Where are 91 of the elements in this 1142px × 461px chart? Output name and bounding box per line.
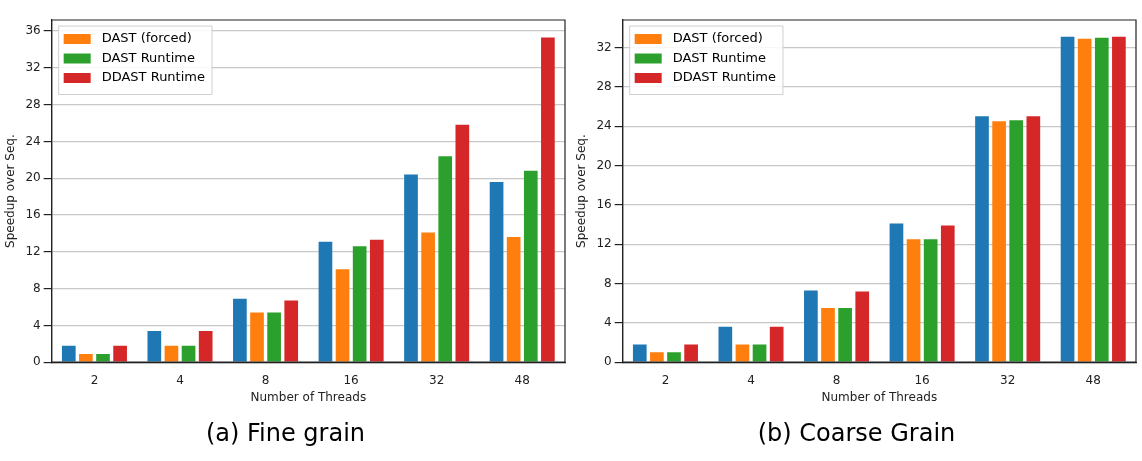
bar bbox=[1112, 36, 1126, 362]
y-tick-label: 16 bbox=[25, 207, 41, 222]
x-tick-label: 48 bbox=[514, 372, 530, 387]
y-tick-label: 4 bbox=[604, 314, 612, 329]
x-tick-label: 32 bbox=[1000, 372, 1016, 387]
bar bbox=[838, 308, 852, 362]
bar bbox=[96, 353, 110, 362]
legend-label: DAST Runtime bbox=[672, 49, 766, 65]
bar bbox=[506, 237, 521, 362]
bar bbox=[684, 344, 698, 362]
bar bbox=[181, 345, 196, 362]
y-tick-label: 32 bbox=[25, 59, 41, 74]
x-tick-label: 32 bbox=[429, 372, 445, 387]
y-tick-label: 24 bbox=[25, 133, 41, 148]
y-tick-label: 0 bbox=[604, 354, 612, 369]
y-tick-label: 28 bbox=[25, 96, 41, 111]
legend-label: DAST (forced) bbox=[101, 30, 192, 46]
y-tick-label: 28 bbox=[596, 78, 612, 93]
bar bbox=[267, 312, 281, 362]
bar bbox=[352, 246, 367, 362]
bar bbox=[79, 353, 93, 362]
bar bbox=[523, 170, 538, 362]
text: (a) Fine grain bbox=[205, 419, 366, 447]
legend-label: DAST Runtime bbox=[101, 49, 195, 65]
text: (b) Coarse Grain bbox=[757, 419, 956, 447]
y-tick-label: 0 bbox=[33, 354, 41, 369]
bar bbox=[284, 300, 299, 362]
bar bbox=[113, 345, 127, 362]
x-axis-title: Number of Threads bbox=[821, 389, 938, 404]
legend-label: DAST (forced) bbox=[672, 30, 763, 46]
bar bbox=[667, 352, 681, 362]
bar bbox=[335, 269, 350, 362]
x-tick-label: 4 bbox=[747, 372, 755, 387]
x-tick-label: 8 bbox=[832, 372, 841, 387]
bar bbox=[940, 225, 955, 362]
bar bbox=[923, 239, 938, 362]
x-tick-label: 8 bbox=[261, 372, 270, 387]
legend-label: DDAST Runtime bbox=[672, 69, 776, 85]
x-tick-label: 4 bbox=[176, 372, 184, 387]
x-tick-label: 2 bbox=[90, 372, 99, 387]
y-tick-label: 12 bbox=[25, 243, 41, 258]
bar bbox=[769, 326, 784, 362]
bar bbox=[632, 344, 647, 362]
y-tick-label: 24 bbox=[596, 118, 612, 133]
bar bbox=[992, 121, 1006, 362]
bar bbox=[1060, 36, 1075, 362]
bar bbox=[147, 330, 162, 362]
bar bbox=[804, 290, 818, 362]
y-tick-label: 8 bbox=[33, 280, 41, 295]
y-tick-label: 32 bbox=[596, 39, 612, 54]
x-tick-label: 2 bbox=[661, 372, 670, 387]
y-tick-label: 16 bbox=[596, 196, 612, 211]
bar bbox=[821, 308, 835, 362]
bar bbox=[455, 124, 470, 362]
bar bbox=[975, 116, 989, 362]
bar bbox=[1026, 116, 1041, 362]
y-tick-label: 4 bbox=[33, 317, 41, 332]
bar bbox=[164, 345, 179, 362]
x-tick-label: 48 bbox=[1085, 372, 1101, 387]
x-tick-label: 16 bbox=[914, 372, 930, 387]
y-tick-label: 36 bbox=[25, 23, 41, 38]
y-tick-label: 20 bbox=[25, 170, 41, 185]
bar bbox=[233, 298, 247, 362]
bar bbox=[889, 223, 904, 362]
bar bbox=[61, 345, 76, 362]
bar bbox=[1094, 37, 1109, 362]
y-axis-title: Speedup over Seq. bbox=[3, 134, 18, 248]
bar bbox=[906, 239, 921, 362]
x-axis-title: Number of Threads bbox=[250, 389, 367, 404]
bar bbox=[198, 330, 213, 362]
bar bbox=[752, 344, 767, 362]
x-tick-label: 16 bbox=[343, 372, 359, 387]
bar bbox=[855, 291, 870, 362]
y-tick-label: 20 bbox=[596, 157, 612, 172]
bar bbox=[650, 352, 664, 362]
bar bbox=[318, 241, 333, 362]
bar bbox=[369, 239, 384, 362]
y-tick-label: 8 bbox=[604, 275, 612, 290]
y-axis-title: Speedup over Seq. bbox=[574, 134, 589, 248]
bar bbox=[404, 174, 418, 362]
bar bbox=[250, 312, 264, 362]
bar bbox=[1077, 38, 1092, 362]
bar bbox=[735, 344, 750, 362]
bar bbox=[489, 181, 504, 362]
y-tick-label: 12 bbox=[596, 236, 612, 251]
bar bbox=[718, 326, 733, 362]
legend-label: DDAST Runtime bbox=[101, 69, 205, 85]
bar bbox=[438, 156, 453, 362]
bar bbox=[421, 232, 435, 362]
bar bbox=[1009, 120, 1024, 362]
bar bbox=[541, 37, 555, 362]
